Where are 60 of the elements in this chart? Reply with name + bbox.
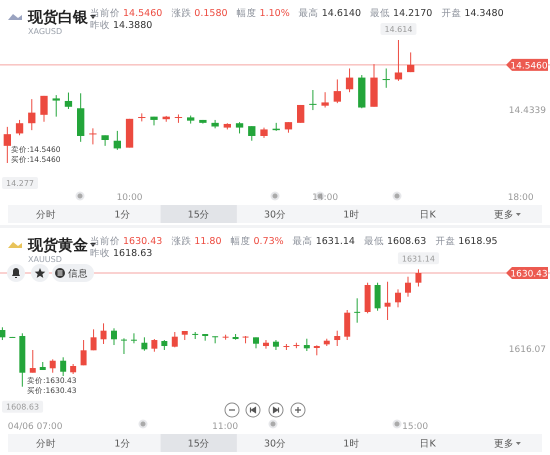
annotation: 信息 [68,268,88,280]
text: 日K [419,438,436,450]
text: 1618.95 [458,236,498,247]
text: 当前价 [90,235,120,247]
text: 最低 [364,236,384,247]
annotation: 14.277 [6,179,34,188]
text: 1630.43 [123,236,162,247]
text: 14.5460 [123,8,162,19]
text: 幅度 [236,7,257,19]
text: 1631.14 [316,236,355,247]
text: 1分 [114,208,130,220]
x-tick-label: 11:00 [212,422,238,432]
annotation: 1631.14 [402,254,435,264]
annotation: 14.614 [384,25,412,34]
text: 最高 [292,235,313,247]
text: 当前价 [90,7,120,19]
text: 15分 [188,438,210,450]
text: 11.80 [194,236,222,247]
text: 0.73% [254,236,284,247]
chart-subtitle: XAGUSD [28,27,62,36]
chart-subtitle: XAUUSD [28,255,62,264]
text: 1608.63 [386,236,426,247]
text: 昨收 [90,247,110,259]
text: 14.3480 [464,8,504,19]
text: 开盘 [441,7,462,19]
text: 最低 [370,8,390,19]
text: 14.3880 [113,20,152,31]
annotation: 14.4339 [508,106,546,116]
annotation: 1616.07 [508,345,546,355]
text: 0.1580 [194,8,228,19]
text: 分时 [36,208,56,220]
text: 15分 [188,208,210,220]
text: 1.10% [260,8,290,19]
text: 1分 [114,438,130,450]
ref-line-label: 14.5460 [510,61,548,72]
annotation: 1608.63 [6,402,40,412]
x-tick-label: 10:00 [116,193,143,203]
text: 幅度 [230,235,250,247]
x-tick-label: 04/06 07:00 [8,422,63,432]
ref-line-label: 1630.43 [510,270,548,280]
text: 14.6140 [322,8,362,19]
text: 开盘 [435,235,456,247]
text: 30分 [264,438,286,450]
text: 30分 [264,208,286,220]
text: 更多 [494,438,514,450]
text: 涨跌 [171,235,192,247]
chart-title: 现货白银 [27,8,89,26]
text: 1时 [343,208,360,220]
text: 1618.63 [113,248,152,259]
text: 分时 [36,438,56,450]
text: 最高 [298,7,319,19]
x-tick-label: 18:00 [508,193,534,203]
text: 1时 [343,438,360,450]
text: 14.2170 [393,8,432,19]
text: 涨跌 [171,7,192,19]
text: 昨收 [90,19,110,31]
text: 日K [419,210,436,220]
x-tick-label: 15:00 [402,422,428,432]
text: 更多 [494,208,514,220]
chart-title: 现货黄金 [27,236,88,254]
